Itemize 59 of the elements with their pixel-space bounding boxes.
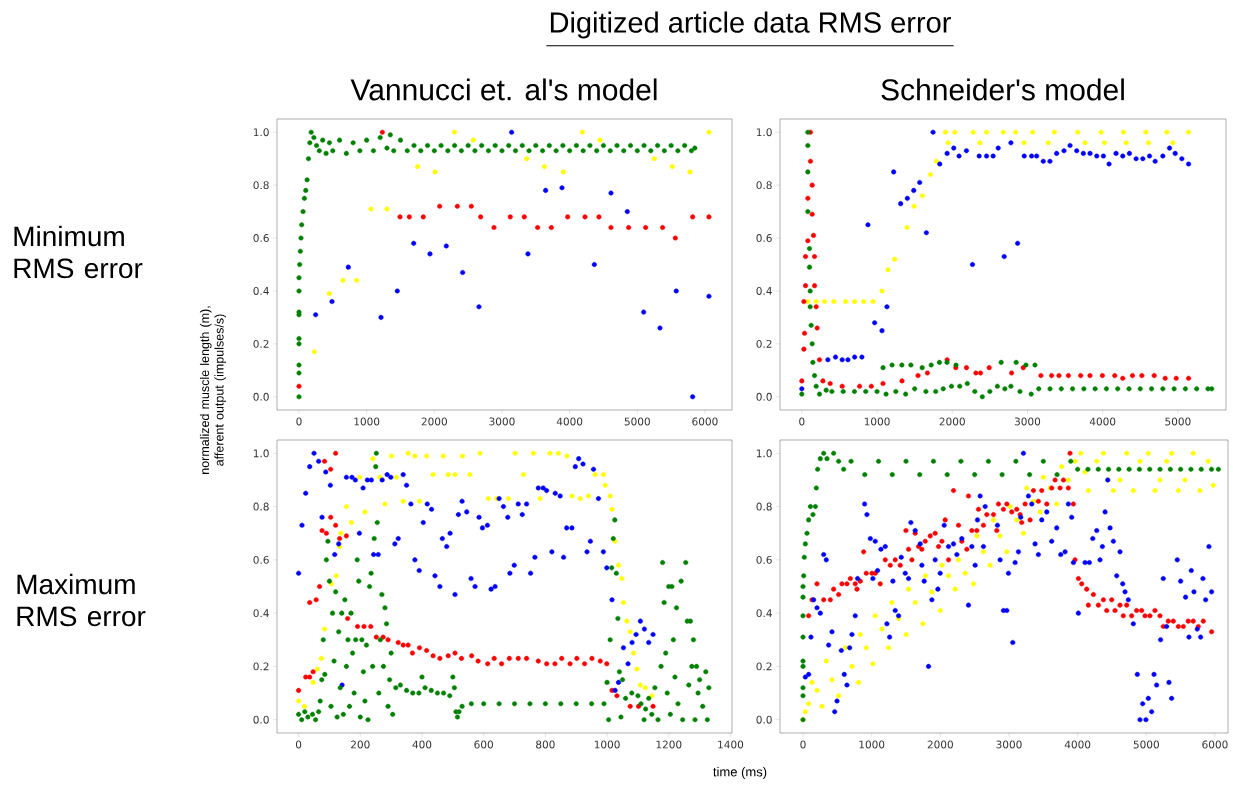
y-tick-label: 0.8 — [253, 181, 269, 190]
y-tick-label: 0.2 — [253, 339, 269, 348]
y-tick-label: 0.4 — [756, 609, 772, 618]
y-axis-title: normalized muscle length (m), afferent output (impulses/s) — [199, 306, 227, 474]
chart-title: Vannucci et. al's model — [350, 78, 657, 101]
y-tick-label: 0.6 — [253, 555, 269, 564]
x-tick-label: 1000 — [859, 740, 885, 749]
x-tick-label: 200 — [351, 740, 370, 749]
x-tick-label: 3000 — [489, 417, 515, 426]
x-tick-label: 0 — [800, 740, 806, 749]
x-tick-label: 2000 — [927, 740, 953, 749]
x-tick-label: 1400 — [718, 740, 744, 749]
x-tick-label: 5000 — [1133, 740, 1159, 749]
x-tick-label: 1000 — [864, 417, 890, 426]
x-tick-label: 600 — [474, 740, 493, 749]
y-tick-label: 0.4 — [756, 286, 772, 295]
x-tick-label: 400 — [412, 740, 432, 749]
x-tick-label: 2000 — [939, 417, 965, 426]
y-tick-label: 0.8 — [253, 502, 269, 511]
x-tick-label: 6000 — [1202, 740, 1228, 749]
x-tick-label: 4000 — [556, 417, 583, 426]
x-tick-label: 1000 — [594, 740, 620, 749]
y-tick-label: 0.2 — [756, 339, 772, 348]
text: Maximum RMS error — [17, 573, 146, 627]
y-tick-label: 0.2 — [756, 662, 772, 671]
x-tick-label: 5000 — [624, 417, 650, 426]
y-tick-label: 1.0 — [756, 128, 772, 137]
x-tick-label: 2000 — [421, 417, 447, 426]
x-tick-label: 4000 — [1089, 417, 1116, 426]
x-tick-label: 800 — [536, 740, 555, 749]
text: Minimum RMS error — [14, 225, 143, 279]
text: Digitized article data RMS error — [550, 11, 951, 39]
x-tick-label: 3000 — [1014, 417, 1041, 426]
x-tick-label: 0 — [295, 740, 302, 749]
x-tick-label: 6000 — [692, 417, 718, 426]
x-tick-label: 1000 — [354, 417, 380, 426]
y-tick-label: 0.6 — [756, 234, 772, 242]
x-tick-label: 4000 — [1064, 740, 1091, 749]
y-tick-label: 0.8 — [756, 181, 772, 190]
x-tick-label: 1200 — [656, 740, 682, 749]
y-tick-label: 0.8 — [756, 502, 772, 511]
y-tick-label: 0.0 — [756, 392, 772, 401]
x-tick-label: 0 — [799, 417, 805, 426]
y-tick-label: 1.0 — [253, 128, 269, 137]
x-tick-label: 0 — [296, 417, 302, 426]
x-axis-title: time (ms) — [713, 766, 767, 780]
y-tick-label: 0.4 — [253, 286, 269, 295]
y-tick-label: 0.0 — [756, 715, 772, 724]
y-tick-label: 0.6 — [756, 555, 772, 564]
y-tick-label: 0.2 — [253, 662, 269, 671]
y-tick-label: 0.0 — [253, 715, 269, 724]
y-tick-label: 1.0 — [253, 449, 269, 458]
y-tick-label: 1.0 — [756, 449, 772, 458]
y-tick-label: 0.0 — [253, 392, 269, 401]
y-tick-label: 0.6 — [253, 234, 269, 242]
y-tick-label: 0.4 — [253, 609, 269, 618]
chart-title: Schneider's model — [881, 78, 1124, 101]
x-tick-label: 5000 — [1165, 417, 1191, 426]
x-tick-label: 3000 — [996, 740, 1022, 749]
